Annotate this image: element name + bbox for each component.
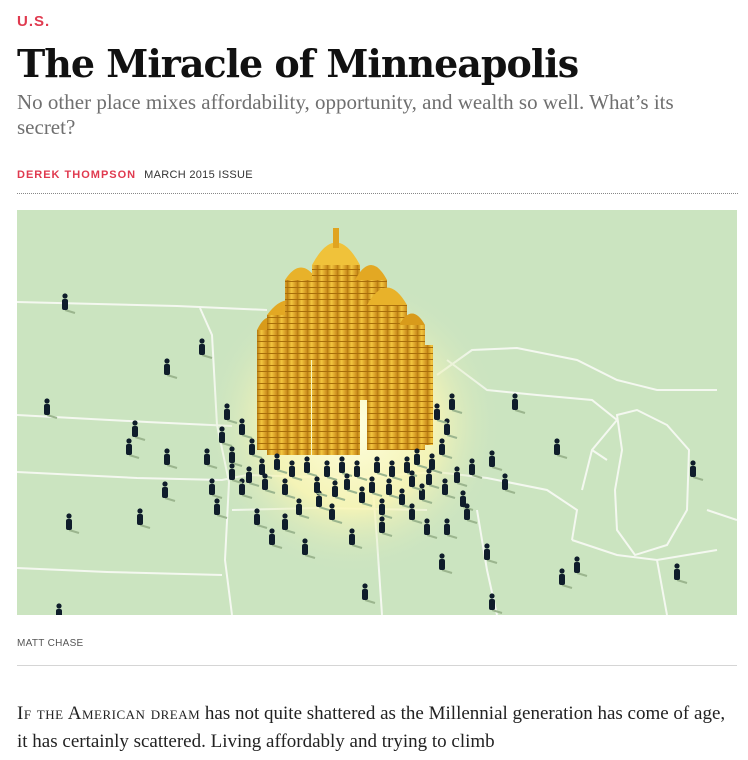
person-figure: [574, 556, 588, 577]
person-figure: [219, 426, 233, 447]
section-link[interactable]: U.S.: [17, 13, 51, 30]
person-figure: [204, 448, 218, 469]
person-figure: [386, 478, 400, 499]
article-body: If the American dream has not quite shat…: [17, 700, 737, 756]
person-figure: [304, 456, 318, 477]
person-figure: [484, 543, 498, 564]
person-figure: [254, 508, 268, 529]
person-figure: [246, 466, 260, 487]
person-figure: [454, 466, 468, 487]
person-figure: [434, 403, 448, 424]
person-figure: [414, 448, 428, 469]
person-figure: [209, 478, 223, 499]
person-figure: [239, 418, 253, 439]
image-credit: MATT CHASE: [17, 638, 84, 649]
person-figure: [512, 393, 526, 414]
person-figure: [262, 473, 276, 494]
lead-in: If the American dream: [17, 703, 201, 724]
person-figure: [296, 498, 310, 519]
person-figure: [354, 460, 368, 481]
person-figure: [374, 456, 388, 477]
person-figure: [442, 478, 456, 499]
person-figure: [362, 583, 376, 604]
person-figure: [379, 498, 393, 519]
person-figure: [137, 508, 151, 529]
person-figure: [329, 503, 343, 524]
dotted-divider: [17, 193, 738, 194]
person-figure: [239, 478, 253, 499]
person-figure: [464, 503, 478, 524]
person-figure: [369, 476, 383, 497]
section-rule: [17, 665, 737, 666]
person-figure: [424, 518, 438, 539]
person-figure: [164, 448, 178, 469]
person-figure: [409, 470, 423, 491]
people-figures: [44, 293, 704, 615]
person-figure: [399, 488, 413, 509]
byline: DEREK THOMPSON MARCH 2015 ISSUE: [17, 169, 253, 181]
person-figure: [229, 463, 243, 484]
person-figure: [162, 481, 176, 502]
person-figure: [249, 438, 263, 459]
person-figure: [460, 490, 474, 511]
hero-illustration: [17, 210, 737, 615]
person-figure: [344, 473, 358, 494]
person-figure: [429, 453, 443, 474]
person-figure: [332, 480, 346, 501]
person-figure: [289, 460, 303, 481]
person-figure: [164, 358, 178, 379]
person-figure: [444, 418, 458, 439]
person-figure: [690, 460, 704, 481]
person-figure: [379, 516, 393, 537]
person-figure: [66, 513, 80, 534]
person-figure: [62, 293, 76, 314]
person-figure: [339, 456, 353, 477]
person-figure: [359, 486, 373, 507]
person-figure: [224, 403, 238, 424]
person-figure: [489, 450, 503, 471]
person-figure: [199, 338, 213, 359]
person-figure: [389, 460, 403, 481]
person-figure: [439, 438, 453, 459]
person-figure: [554, 438, 568, 459]
person-figure: [469, 458, 483, 479]
person-figure: [449, 393, 463, 414]
person-figure: [409, 503, 423, 524]
person-figure: [214, 498, 228, 519]
person-figure: [674, 563, 688, 584]
person-figure: [56, 603, 62, 615]
person-figure: [282, 478, 296, 499]
article-subtitle: No other place mixes affordability, oppo…: [17, 90, 674, 139]
person-figure: [419, 483, 433, 504]
person-figure: [132, 420, 146, 441]
person-figure: [439, 553, 453, 574]
hero-image: [17, 210, 737, 615]
person-figure: [489, 593, 503, 614]
person-figure: [314, 476, 328, 497]
person-figure: [126, 438, 140, 459]
person-figure: [282, 513, 296, 534]
person-figure: [444, 518, 458, 539]
person-figure: [229, 446, 243, 467]
person-figure: [324, 460, 338, 481]
person-figure: [269, 528, 283, 549]
person-figure: [426, 468, 440, 489]
person-figure: [559, 568, 573, 589]
person-figure: [44, 398, 58, 419]
article-title: The Miracle of Minneapolis: [17, 41, 579, 86]
person-figure: [274, 453, 288, 474]
person-figure: [349, 528, 363, 549]
body-text: has not quite shattered as the Millennia…: [17, 703, 726, 752]
author-link[interactable]: DEREK THOMPSON: [17, 169, 137, 181]
person-figure: [302, 538, 316, 559]
golden-capitol-towers: [257, 228, 433, 455]
person-figure: [502, 473, 516, 494]
issue-link[interactable]: MARCH 2015 ISSUE: [144, 169, 253, 181]
